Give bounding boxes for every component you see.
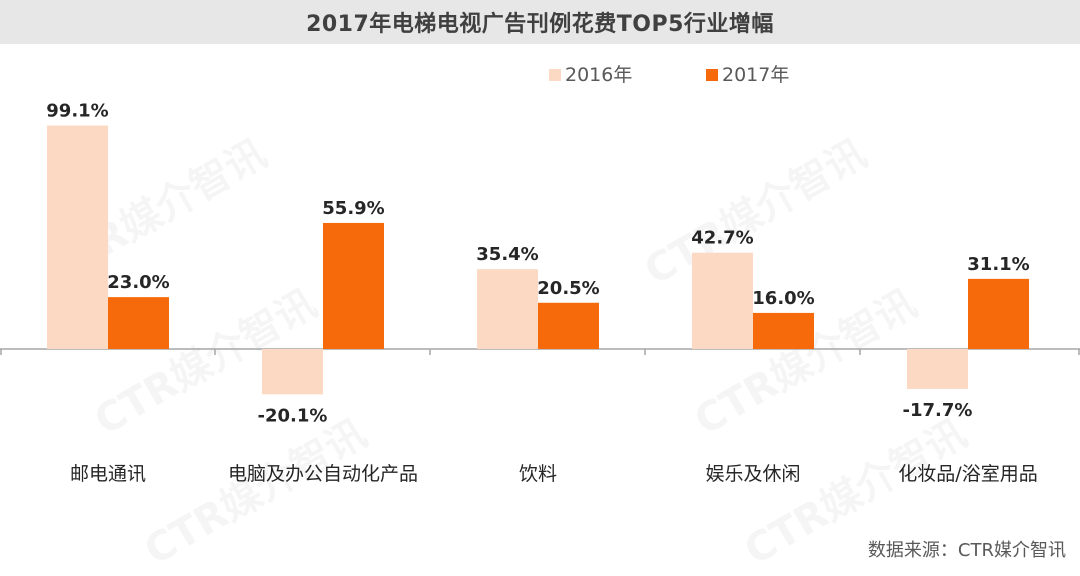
bar-2016 (262, 349, 323, 395)
data-label: 20.5% (537, 278, 599, 299)
bar-2016 (692, 252, 753, 349)
legend-label-2016: 2016年 (565, 64, 632, 86)
data-label: 42.7% (691, 228, 753, 249)
category-label: 化妆品/浴室用品 (898, 463, 1037, 485)
data-label: 23.0% (107, 272, 169, 293)
category-label: 电脑及办公自动化产品 (228, 463, 418, 485)
category-label: 娱乐及休闲 (705, 463, 800, 485)
chart-title: 2017年电梯电视广告刊例花费TOP5行业增幅 (306, 12, 774, 37)
category-label: 邮电通讯 (70, 463, 146, 485)
bar-2017 (108, 297, 169, 349)
bar-2016 (477, 269, 538, 349)
legend-swatch-2016 (549, 69, 561, 81)
bar-2017 (753, 312, 814, 349)
bar-2016 (47, 125, 108, 349)
legend-swatch-2017 (706, 69, 718, 81)
bar-2017 (968, 278, 1029, 349)
data-label: 35.4% (476, 244, 538, 265)
legend-label-2017: 2017年 (722, 64, 789, 86)
chart-title-bar: 2017年电梯电视广告刊例花费TOP5行业增幅 (0, 0, 1080, 44)
data-label: -20.1% (258, 405, 328, 426)
source-note: 数据来源：CTR媒介智讯 (867, 540, 1066, 561)
data-label: 31.1% (967, 254, 1029, 275)
category-label: 饮料 (519, 463, 557, 485)
data-label: -17.7% (903, 400, 973, 421)
bar-2016 (907, 349, 968, 389)
data-label: 55.9% (322, 198, 384, 219)
bar-2017 (323, 222, 384, 349)
data-label: 16.0% (752, 288, 814, 309)
data-label: 99.1% (46, 101, 108, 122)
bar-2017 (538, 302, 599, 349)
